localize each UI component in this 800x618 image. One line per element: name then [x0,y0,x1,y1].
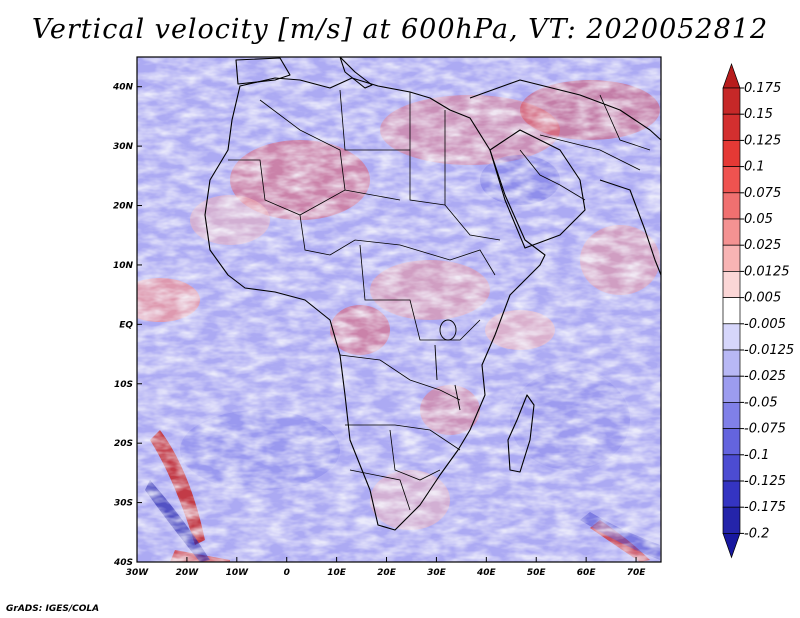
lat-label: 10N [113,261,134,271]
colorbar-label: -0.1 [744,448,769,463]
colorbar-swatch [722,349,741,377]
lon-label: 30E [427,568,447,578]
colorbar-label: -0.175 [744,500,786,515]
coastlines [204,56,662,531]
colorbar-swatch [722,244,741,272]
colorbar-label: -0.05 [744,395,778,410]
colorbar-label: -0.005 [744,317,786,332]
india-coastline [599,179,662,276]
lon-label: 10W [226,568,250,578]
lon-label: 30W [126,568,150,578]
lon-label: 10E [327,568,347,578]
lakes [434,319,461,411]
colorbar-label: 0.15 [744,107,773,122]
lon-label: 60E [577,568,597,578]
lon-label: 20W [176,568,200,578]
arabia-coastline [489,129,586,249]
lon-label: 20E [377,568,397,578]
lon-label: 70E [627,568,647,578]
colorbar-swatch [722,140,741,167]
colorbar-swatch [722,375,741,403]
colorbar-label: 0.125 [744,133,781,148]
lat-label: 40S [113,558,133,568]
colorbar-swatch [722,113,741,141]
colorbar-label: -0.0125 [744,343,794,358]
colorbar-label: 0.1 [744,160,765,175]
colorbar-swatch [722,402,741,429]
colorbar-label: 0.025 [744,238,781,253]
italy-coastline [339,56,373,89]
lat-label: 20S [114,439,133,449]
colorbar-swatch [722,87,741,115]
africa-coastline [204,77,546,531]
colorbar-swatch [722,533,741,559]
colorbar-swatch [722,428,741,456]
colorbar-swatch [722,62,741,89]
colorbar-label: -0.125 [744,474,786,489]
colorbar-label: 0.0125 [744,264,790,279]
grads-credit: GrADS: IGES/COLA [6,604,100,614]
lat-label: 40N [112,83,134,93]
lat-label: 10S [114,380,133,390]
colorbar-swatch [722,323,741,351]
colorbar-swatch [722,297,741,325]
colorbar-swatch [722,218,741,246]
colorbar-label: -0.025 [744,369,786,384]
lon-label: 40E [476,568,497,578]
colorbar-swatch [722,271,741,298]
colorbar: 0.175 0.15 0.125 0.1 0.075 0.05 0.025 0.0125 0.0… [722,62,794,559]
vertical-velocity-field [137,57,661,562]
lon-label: 0 [284,568,290,578]
lat-label: 30N [113,142,134,152]
lon-label: 50E [527,568,547,578]
plot-frame [136,56,662,563]
country-borders [228,89,651,511]
colorbar-label: -0.2 [744,526,769,541]
colorbar-label: -0.075 [744,422,786,437]
lat-label: EQ [119,320,133,330]
colorbar-label: 0.175 [744,81,781,96]
colorbar-swatch [722,166,741,194]
lat-label: 30S [114,499,133,509]
colorbar-swatch [722,454,741,482]
asia-coastline [469,79,662,141]
lat-label: 20N [113,202,134,212]
colorbar-label: 0.005 [744,291,781,306]
colorbar-swatch [722,480,741,508]
madagascar-coastline [507,394,535,473]
map-title: Vertical velocity [m/s] at 600hPa, VT: 2… [31,14,769,45]
colorbar-label: 0.075 [744,186,781,201]
colorbar-label: 0.05 [744,212,773,227]
colorbar-swatch [722,506,741,534]
iberia-coastline [235,57,291,85]
colorbar-swatch [722,192,741,220]
